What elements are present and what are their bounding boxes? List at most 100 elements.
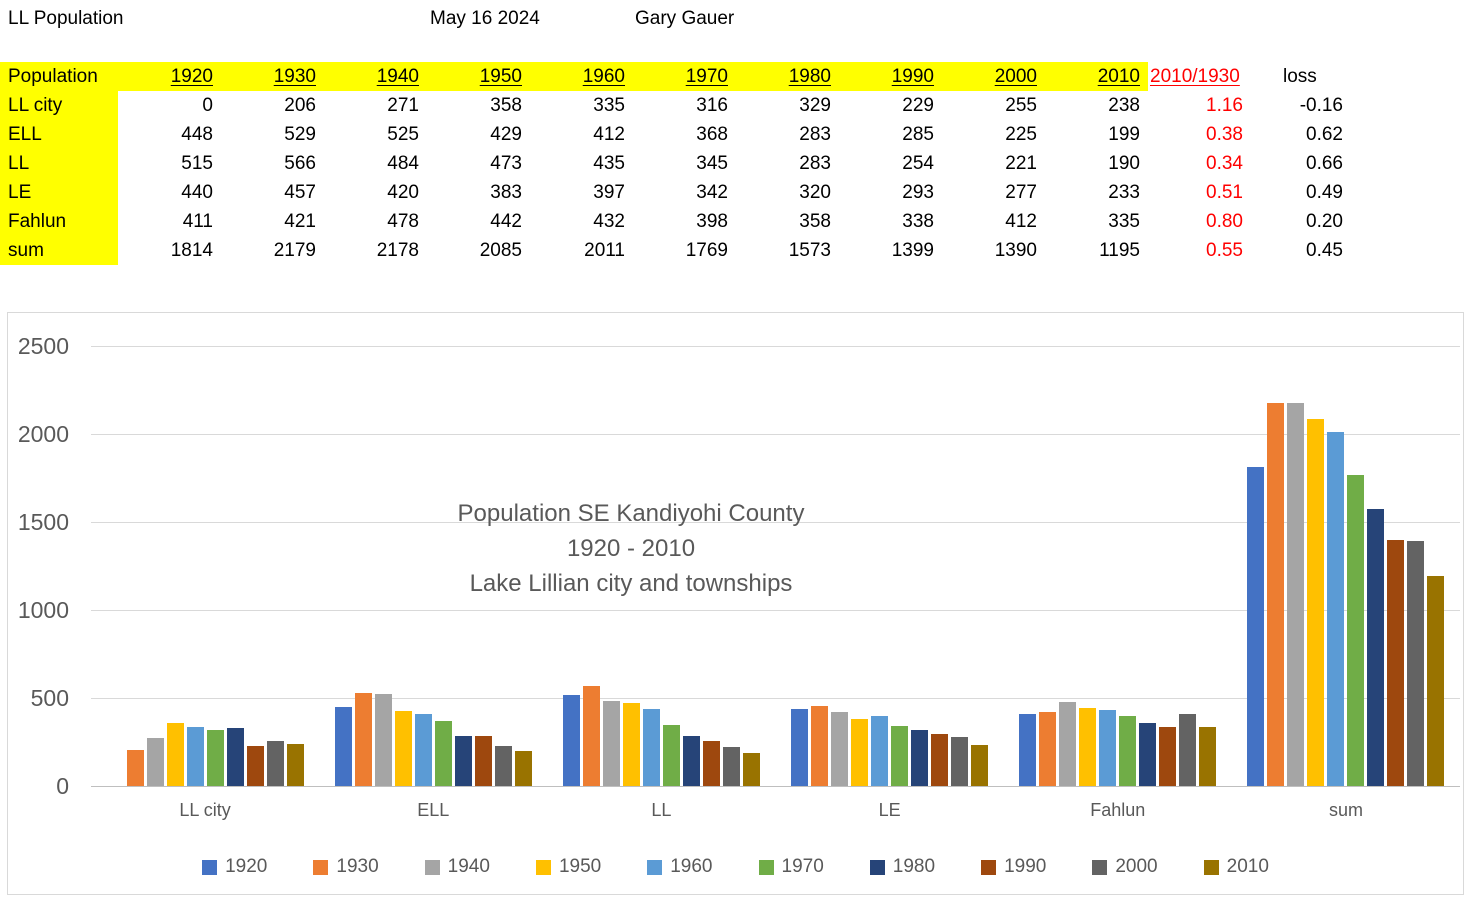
bar-2010-ll-city[interactable]	[286, 744, 304, 786]
table-cell-ll-city-ratio[interactable]: 1.16	[1206, 95, 1243, 116]
doc-author[interactable]: Gary Gauer	[635, 8, 735, 29]
legend-item-1980[interactable]: 1980	[869, 856, 935, 878]
table-header-year-1960[interactable]: 1960	[530, 62, 633, 91]
table-cell-sum-2010[interactable]: 1195	[1099, 240, 1140, 261]
legend-item-2000[interactable]: 2000	[1092, 856, 1158, 878]
legend-item-1940[interactable]: 1940	[424, 856, 490, 878]
bar-1930-ell[interactable]	[354, 692, 372, 786]
table-cell-ll-ratio[interactable]: 0.34	[1206, 153, 1243, 174]
legend-item-1920[interactable]: 1920	[202, 856, 267, 878]
table-cell-ell-1990[interactable]: 285	[902, 124, 934, 145]
bar-1980-ll-city[interactable]	[226, 728, 244, 786]
bar-1950-fahlun[interactable]	[1079, 708, 1097, 786]
table-header-population[interactable]: Population	[0, 62, 118, 91]
bar-1980-le[interactable]	[911, 729, 929, 786]
doc-date[interactable]: May 16 2024	[430, 8, 540, 29]
table-cell-sum-1960[interactable]: 2011	[584, 240, 625, 261]
table-cell-le-1980[interactable]: 320	[799, 182, 831, 203]
table-cell-ll-city-1970[interactable]: 316	[696, 95, 728, 116]
table-header-year-1980[interactable]: 1980	[736, 62, 839, 91]
bar-1940-ell[interactable]	[374, 693, 392, 786]
bar-1970-ll[interactable]	[662, 725, 680, 786]
bar-1930-ll-city[interactable]	[126, 749, 144, 786]
table-cell-fahlun-loss[interactable]: 0.20	[1306, 211, 1343, 232]
table-cell-ll-1960[interactable]: 435	[593, 153, 625, 174]
table-cell-le-1930[interactable]: 457	[284, 182, 316, 203]
bar-1970-ell[interactable]	[434, 721, 452, 786]
table-cell-ll-1990[interactable]: 254	[902, 153, 934, 174]
table-row-label-sum[interactable]: sum	[0, 236, 118, 265]
bar-1950-ll-city[interactable]	[166, 723, 184, 786]
table-cell-ll-city-1990[interactable]: 229	[902, 95, 934, 116]
table-cell-sum-1970[interactable]: 1769	[685, 240, 728, 261]
table-cell-le-loss[interactable]: 0.49	[1306, 182, 1343, 203]
table-cell-le-2010[interactable]: 233	[1108, 182, 1140, 203]
bar-1960-ll[interactable]	[642, 709, 660, 786]
table-cell-fahlun-2010[interactable]: 335	[1108, 211, 1140, 232]
doc-title[interactable]: LL Population	[8, 8, 124, 29]
bar-1930-sum[interactable]	[1267, 402, 1285, 786]
bar-1990-ll[interactable]	[702, 741, 720, 786]
bar-1920-sum[interactable]	[1247, 466, 1265, 786]
table-row-label-fahlun[interactable]: Fahlun	[0, 207, 118, 236]
table-cell-ll-1970[interactable]: 345	[696, 153, 728, 174]
bar-1990-le[interactable]	[931, 734, 949, 786]
table-cell-ll-1920[interactable]: 515	[181, 153, 213, 174]
table-cell-fahlun-1980[interactable]: 358	[799, 211, 831, 232]
table-cell-fahlun-1930[interactable]: 421	[284, 211, 316, 232]
table-cell-ll-city-1930[interactable]: 206	[284, 95, 316, 116]
table-cell-sum-1940[interactable]: 2178	[376, 240, 419, 261]
table-header-year-1950[interactable]: 1950	[427, 62, 530, 91]
bar-2010-ell[interactable]	[514, 751, 532, 786]
table-cell-le-1960[interactable]: 397	[593, 182, 625, 203]
table-header-loss[interactable]: loss	[1283, 66, 1317, 87]
table-cell-ell-1940[interactable]: 525	[387, 124, 419, 145]
table-cell-sum-1930[interactable]: 2179	[273, 240, 316, 261]
table-cell-le-1940[interactable]: 420	[387, 182, 419, 203]
table-cell-ll-loss[interactable]: 0.66	[1306, 153, 1343, 174]
bar-1950-ell[interactable]	[394, 710, 412, 786]
legend-item-1970[interactable]: 1970	[758, 856, 824, 878]
bar-1930-le[interactable]	[811, 705, 829, 786]
table-cell-sum-loss[interactable]: 0.45	[1306, 240, 1343, 261]
bar-1970-le[interactable]	[891, 725, 909, 786]
bar-1980-ll[interactable]	[682, 736, 700, 786]
bar-1990-ll-city[interactable]	[246, 745, 264, 786]
bar-1990-fahlun[interactable]	[1159, 726, 1177, 786]
table-header-year-1920[interactable]: 1920	[118, 62, 221, 91]
bar-1950-sum[interactable]	[1307, 419, 1325, 786]
table-header-year-1990[interactable]: 1990	[839, 62, 942, 91]
bar-1970-fahlun[interactable]	[1119, 716, 1137, 786]
table-cell-sum-1950[interactable]: 2085	[479, 240, 522, 261]
table-cell-ll-city-1980[interactable]: 329	[799, 95, 831, 116]
bar-1940-ll[interactable]	[602, 700, 620, 786]
table-cell-ll-1940[interactable]: 484	[387, 153, 419, 174]
bar-2000-ll-city[interactable]	[266, 741, 284, 786]
table-cell-le-1970[interactable]: 342	[696, 182, 728, 203]
bar-1940-le[interactable]	[831, 712, 849, 786]
bar-1960-sum[interactable]	[1327, 432, 1345, 786]
table-cell-ll-city-1940[interactable]: 271	[387, 95, 419, 116]
bar-2000-ll[interactable]	[722, 747, 740, 786]
bar-1920-ll[interactable]	[562, 695, 580, 786]
bar-1980-sum[interactable]	[1367, 509, 1385, 786]
table-header-year-1940[interactable]: 1940	[324, 62, 427, 91]
table-cell-ell-2000[interactable]: 225	[1005, 124, 1037, 145]
legend-item-1960[interactable]: 1960	[647, 856, 713, 878]
legend-item-1950[interactable]: 1950	[535, 856, 601, 878]
table-cell-ll-2010[interactable]: 190	[1108, 153, 1140, 174]
table-cell-sum-ratio[interactable]: 0.55	[1206, 240, 1243, 261]
table-cell-ell-1950[interactable]: 429	[490, 124, 522, 145]
table-cell-fahlun-1970[interactable]: 398	[696, 211, 728, 232]
table-cell-ell-ratio[interactable]: 0.38	[1206, 124, 1243, 145]
table-cell-sum-1980[interactable]: 1573	[788, 240, 831, 261]
table-cell-ll-city-2010[interactable]: 238	[1108, 95, 1140, 116]
table-cell-ll-1980[interactable]: 283	[799, 153, 831, 174]
bar-1950-le[interactable]	[851, 718, 869, 786]
bar-1940-sum[interactable]	[1287, 402, 1305, 786]
table-header-year-2010[interactable]: 2010	[1045, 62, 1148, 91]
table-cell-fahlun-1950[interactable]: 442	[490, 211, 522, 232]
table-cell-fahlun-1940[interactable]: 478	[387, 211, 419, 232]
table-cell-ll-1950[interactable]: 473	[490, 153, 522, 174]
table-row-label-ell[interactable]: ELL	[0, 120, 118, 149]
